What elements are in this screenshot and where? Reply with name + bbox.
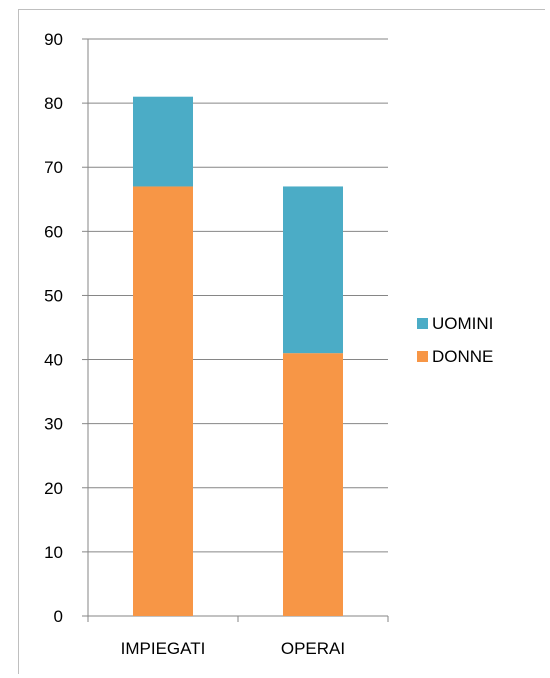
y-tick-label: 70 xyxy=(44,158,63,177)
y-tick-labels: 0 10 20 30 40 50 60 70 80 90 xyxy=(44,30,63,626)
legend-swatch-uomini xyxy=(417,318,428,329)
legend-label-uomini: UOMINI xyxy=(432,314,493,333)
chart-frame xyxy=(18,9,545,674)
bar-donne-impiegati xyxy=(133,186,193,616)
bars xyxy=(133,96,343,616)
bar-uomini-operai xyxy=(283,186,343,354)
y-tick-label: 20 xyxy=(44,479,63,498)
bar-donne-operai xyxy=(283,353,343,616)
y-tick-label: 90 xyxy=(44,30,63,49)
x-tick-label: OPERAI xyxy=(281,639,345,658)
y-tick-label: 50 xyxy=(44,286,63,305)
legend-swatch-donne xyxy=(417,351,428,362)
x-tick-labels: IMPIEGATI OPERAI xyxy=(121,639,345,658)
y-tick-label: 30 xyxy=(44,415,63,434)
legend: UOMINI DONNE xyxy=(417,314,493,366)
legend-label-donne: DONNE xyxy=(432,347,493,366)
y-tick-label: 40 xyxy=(44,351,63,370)
y-tick-label: 10 xyxy=(44,543,63,562)
x-tick-label: IMPIEGATI xyxy=(121,639,206,658)
bar-uomini-impiegati xyxy=(133,96,193,187)
y-tick-label: 80 xyxy=(44,94,63,113)
y-tick-label: 60 xyxy=(44,222,63,241)
y-tick-label: 0 xyxy=(54,607,63,626)
